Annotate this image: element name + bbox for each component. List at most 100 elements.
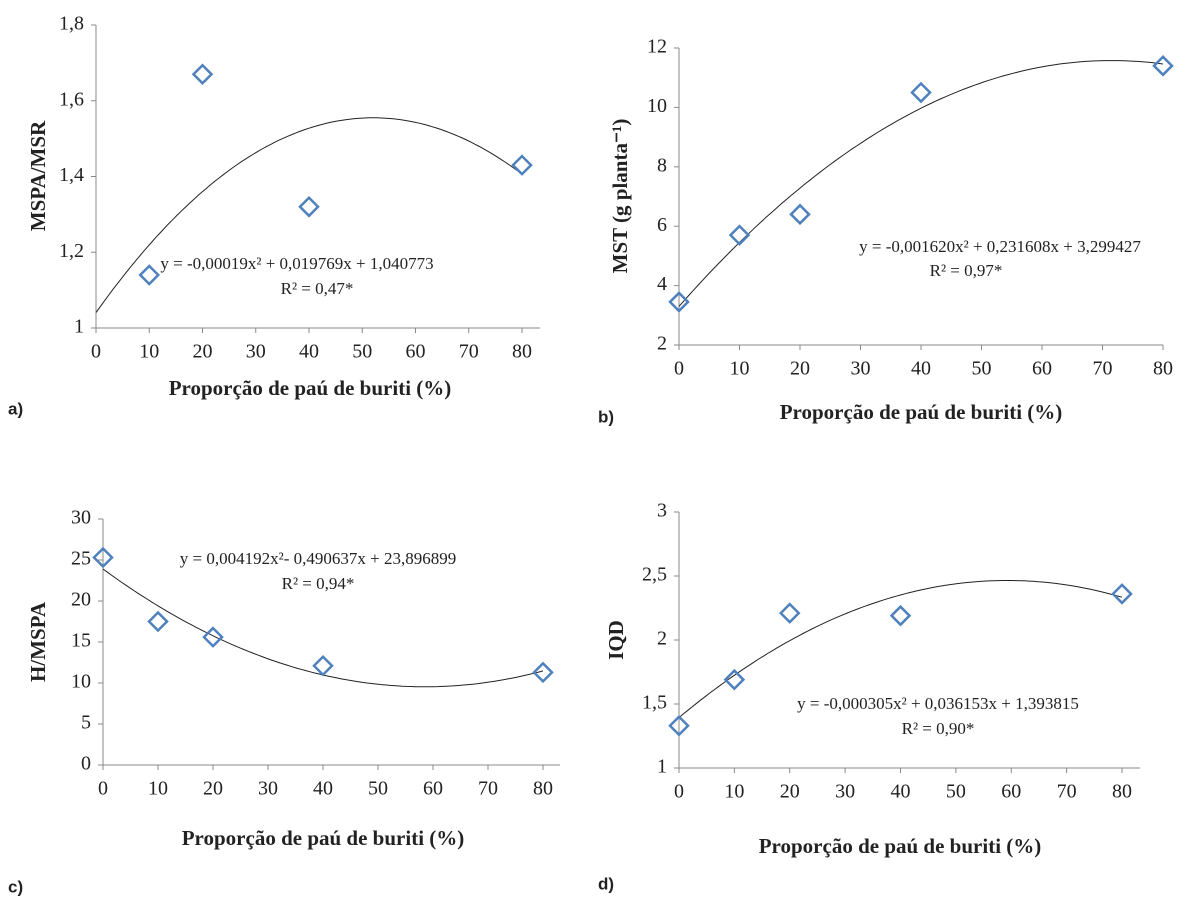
trend-curve <box>95 117 523 313</box>
x-tick-label: 0 <box>674 781 684 803</box>
x-tick-label: 30 <box>851 358 871 380</box>
y-tick-label: 1,8 <box>59 13 84 35</box>
x-tick-label: 10 <box>139 341 159 363</box>
x-tick-label: 0 <box>91 341 101 363</box>
y-tick-label: 1,6 <box>59 88 84 110</box>
point <box>191 63 214 86</box>
panel-label: c) <box>8 877 23 896</box>
equation: y = -0,00019x² + 0,019769x + 1,040773 <box>160 254 433 273</box>
x-tick-label: 80 <box>1153 358 1173 380</box>
x-tick-label: 60 <box>1001 781 1021 803</box>
point <box>138 264 161 286</box>
y-tick-label: 1,4 <box>59 164 84 186</box>
point <box>298 196 320 218</box>
y-tick-label: 10 <box>647 95 667 117</box>
point <box>92 546 114 569</box>
point <box>511 154 533 176</box>
y-tick-label: 1,5 <box>642 692 667 714</box>
equation: y = 0,004192x²- 0,490637x + 23,896899 <box>180 549 456 568</box>
x-tick-label: 70 <box>459 341 479 363</box>
point <box>1152 55 1174 77</box>
point <box>778 602 801 624</box>
x-axis-label: Proporção de paú de buriti (%) <box>759 834 1042 858</box>
point <box>889 604 912 627</box>
x-tick-label: 10 <box>730 358 750 380</box>
point <box>202 626 224 648</box>
point <box>668 714 690 737</box>
x-tick-label: 20 <box>790 358 810 380</box>
point <box>1111 583 1133 605</box>
trend-curve <box>678 60 1164 307</box>
x-tick-label: 20 <box>780 781 800 803</box>
x-tick-label: 0 <box>674 358 684 380</box>
equation: y = -0,001620x² + 0,231608x + 3,299427 <box>859 237 1141 256</box>
y-tick-label: 12 <box>647 36 667 58</box>
panel-label: a) <box>8 399 23 418</box>
x-tick-label: 30 <box>835 781 855 803</box>
x-tick-label: 10 <box>148 778 168 800</box>
x-tick-label: 50 <box>352 341 372 363</box>
r-squared: R² = 0,90* <box>902 719 975 738</box>
y-axis-label: H/MSPA <box>26 601 50 682</box>
x-tick-label: 60 <box>1032 358 1052 380</box>
y-tick-label: 4 <box>657 273 667 295</box>
x-tick-label: 70 <box>478 778 498 800</box>
x-tick-label: 50 <box>972 358 992 380</box>
x-tick-label: 30 <box>246 341 266 363</box>
x-tick-label: 80 <box>512 341 532 363</box>
point <box>728 224 751 246</box>
point <box>789 203 811 226</box>
y-tick-label: 30 <box>71 507 91 529</box>
y-tick-label: 15 <box>71 630 91 652</box>
y-tick-label: 0 <box>81 753 91 775</box>
y-tick-label: 1 <box>74 316 84 338</box>
x-tick-label: 40 <box>911 358 931 380</box>
y-tick-label: 1 <box>657 756 667 778</box>
y-tick-label: 10 <box>71 671 91 693</box>
trend-curve <box>678 580 1123 718</box>
panel-label: d) <box>598 874 614 893</box>
x-axis-label: Proporção de paú de buriti (%) <box>182 826 465 850</box>
x-tick-label: 50 <box>368 778 388 800</box>
x-tick-label: 70 <box>1093 358 1113 380</box>
r-squared: R² = 0,47* <box>281 279 354 298</box>
x-tick-label: 80 <box>1112 781 1132 803</box>
y-tick-label: 20 <box>71 589 91 611</box>
x-tick-label: 0 <box>98 778 108 800</box>
x-tick-label: 70 <box>1057 781 1077 803</box>
x-tick-label: 40 <box>299 341 319 363</box>
x-tick-label: 50 <box>946 781 966 803</box>
x-axis-label: Proporção de paú de buriti (%) <box>169 376 452 400</box>
y-tick-label: 2 <box>657 628 667 650</box>
y-tick-label: 2 <box>657 333 667 355</box>
point <box>147 610 169 633</box>
point <box>723 668 746 691</box>
x-tick-label: 20 <box>193 341 213 363</box>
r-squared: R² = 0,97* <box>930 261 1003 280</box>
x-tick-label: 10 <box>724 781 744 803</box>
y-tick-label: 6 <box>657 214 667 236</box>
y-tick-label: 8 <box>657 154 667 176</box>
y-tick-label: 1,2 <box>59 240 84 262</box>
y-tick-label: 2,5 <box>642 564 667 586</box>
panel-label: b) <box>598 407 614 426</box>
y-axis-label: MSPA/MSR <box>26 120 50 231</box>
x-axis-label: Proporção de paú de buriti (%) <box>780 400 1063 424</box>
y-tick-label: 5 <box>81 712 91 734</box>
x-tick-label: 20 <box>203 778 223 800</box>
x-tick-label: 60 <box>423 778 443 800</box>
x-tick-label: 80 <box>533 778 553 800</box>
r-squared: R² = 0,94* <box>282 574 355 593</box>
point <box>532 661 554 684</box>
point <box>910 81 932 104</box>
x-tick-label: 30 <box>258 778 278 800</box>
equation: y = -0,000305x² + 0,036153x + 1,393815 <box>797 694 1079 713</box>
point <box>668 291 690 313</box>
y-axis-label: IQD <box>604 620 628 660</box>
point <box>312 655 334 677</box>
y-tick-label: 3 <box>657 500 667 522</box>
y-axis-label: MST (g planta⁻¹) <box>608 119 632 274</box>
x-tick-label: 40 <box>891 781 911 803</box>
x-tick-label: 40 <box>313 778 333 800</box>
